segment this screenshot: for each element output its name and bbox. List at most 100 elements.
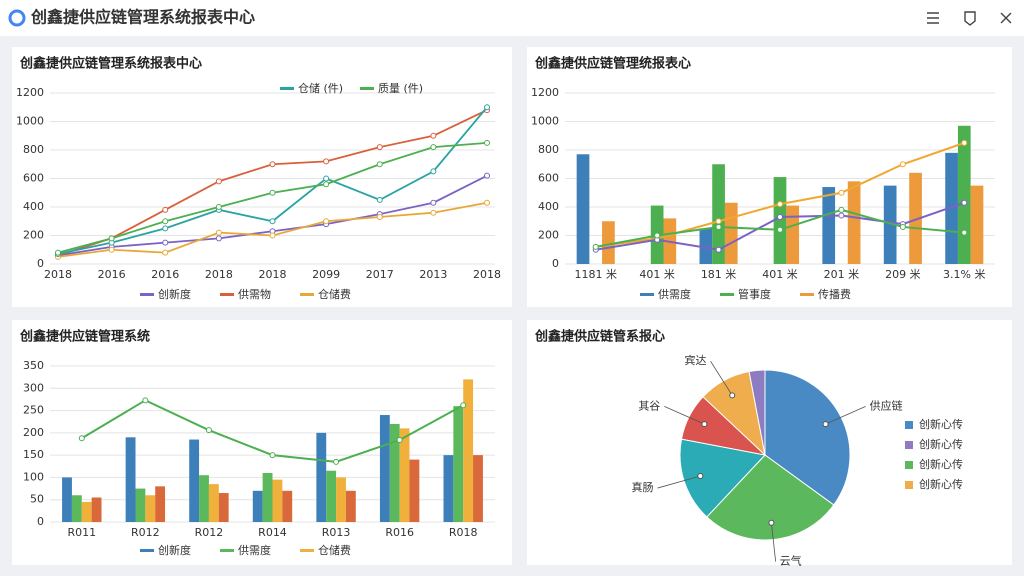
legend-swatch: [905, 441, 913, 449]
point: [484, 104, 490, 111]
y-tick-label: 300: [23, 381, 44, 394]
point: [269, 218, 276, 225]
x-tick-label: 2013: [419, 268, 447, 281]
bar: [712, 164, 725, 264]
bar: [316, 432, 327, 522]
bar: [909, 172, 922, 264]
point: [78, 435, 85, 442]
bar: [71, 495, 82, 522]
legend-label: 仓储 (件): [298, 81, 343, 95]
y-tick-label: 250: [23, 404, 44, 417]
legend-label: 质量 (件): [378, 82, 423, 95]
x-tick-label: 201 米: [824, 268, 860, 281]
pie-slice: [679, 438, 766, 518]
bar: [155, 486, 166, 522]
bar: [91, 497, 102, 522]
bar: [443, 455, 454, 522]
y-tick-label: 0: [37, 515, 44, 528]
point: [430, 144, 437, 151]
app-icon: [8, 9, 26, 27]
legend-label: 创新心传: [919, 417, 963, 431]
bar: [272, 479, 283, 522]
bar: [724, 202, 738, 264]
x-tick-label: 2018: [44, 268, 72, 281]
bar: [970, 185, 984, 264]
pie-slice: [748, 369, 766, 456]
y-tick-label: 350: [23, 359, 44, 372]
y-tick-label: 1000: [16, 115, 44, 128]
x-tick-label: R012: [195, 526, 224, 539]
legend-swatch: [280, 87, 294, 90]
bar: [473, 455, 483, 522]
point: [838, 189, 845, 196]
leader-line: [710, 361, 733, 396]
y-tick-label: 400: [538, 200, 559, 213]
point: [162, 225, 169, 232]
x-tick-label: 401 米: [762, 268, 798, 281]
chart-title: 创鑫捷供应链管理系统: [19, 329, 150, 345]
point: [961, 139, 968, 146]
y-tick-label: 400: [23, 200, 44, 213]
chart-title: 创鑫捷供应链管理统报表心: [534, 56, 691, 72]
slice-label: 其谷: [638, 399, 660, 412]
slice-label: 云气: [780, 554, 802, 568]
legend-swatch: [905, 421, 913, 429]
legend-swatch: [140, 549, 154, 552]
bar: [945, 152, 958, 264]
point: [162, 249, 169, 256]
point: [715, 218, 722, 225]
close-button[interactable]: [1000, 12, 1012, 24]
y-tick-label: 100: [23, 470, 44, 483]
x-tick-label: 2018: [259, 268, 287, 281]
leader-line: [664, 406, 705, 425]
x-tick-label: 401 米: [639, 268, 675, 281]
bar: [409, 459, 420, 522]
point: [430, 199, 437, 206]
legend-label: 创新心传: [919, 437, 963, 451]
bar: [822, 187, 836, 264]
bar: [389, 423, 400, 522]
point: [715, 246, 722, 253]
bar: [135, 488, 146, 522]
leader-dot: [768, 519, 775, 526]
x-tick-label: 2016: [151, 268, 179, 281]
point: [215, 204, 222, 210]
x-tick-label: 2018: [473, 268, 501, 281]
leader-line: [771, 522, 777, 562]
pin-button[interactable]: [964, 11, 976, 26]
legend-label: 供需度: [658, 287, 691, 301]
legend-swatch: [905, 481, 913, 489]
x-tick-label: 2099: [312, 268, 340, 281]
x-tick-label: 2016: [98, 268, 126, 281]
point: [323, 181, 330, 188]
bar: [453, 406, 464, 522]
point: [899, 223, 906, 230]
y-tick-label: 200: [538, 229, 559, 242]
y-tick-label: 600: [538, 172, 559, 185]
point: [484, 139, 490, 146]
point: [269, 232, 276, 239]
point: [108, 246, 115, 253]
leader-dot: [729, 392, 736, 399]
x-tick-label: 2017: [366, 268, 394, 281]
legend-label: 创新度: [158, 543, 191, 557]
point: [715, 223, 722, 230]
x-tick-label: R014: [258, 526, 287, 539]
bar: [326, 470, 337, 522]
bar: [773, 177, 787, 264]
legend-label: 管事度: [738, 287, 771, 301]
point: [484, 172, 490, 179]
legend-swatch: [300, 293, 314, 296]
bar: [957, 125, 971, 265]
y-tick-label: 1200: [16, 86, 44, 99]
point: [430, 168, 437, 175]
y-tick-label: 150: [23, 448, 44, 461]
x-tick-label: R011: [67, 526, 96, 539]
y-tick-label: 1200: [531, 86, 559, 99]
y-tick-label: 0: [37, 257, 44, 270]
menu-button[interactable]: [927, 12, 939, 24]
point: [376, 213, 383, 220]
legend-swatch: [220, 549, 234, 552]
legend-label: 供需物: [238, 287, 271, 301]
